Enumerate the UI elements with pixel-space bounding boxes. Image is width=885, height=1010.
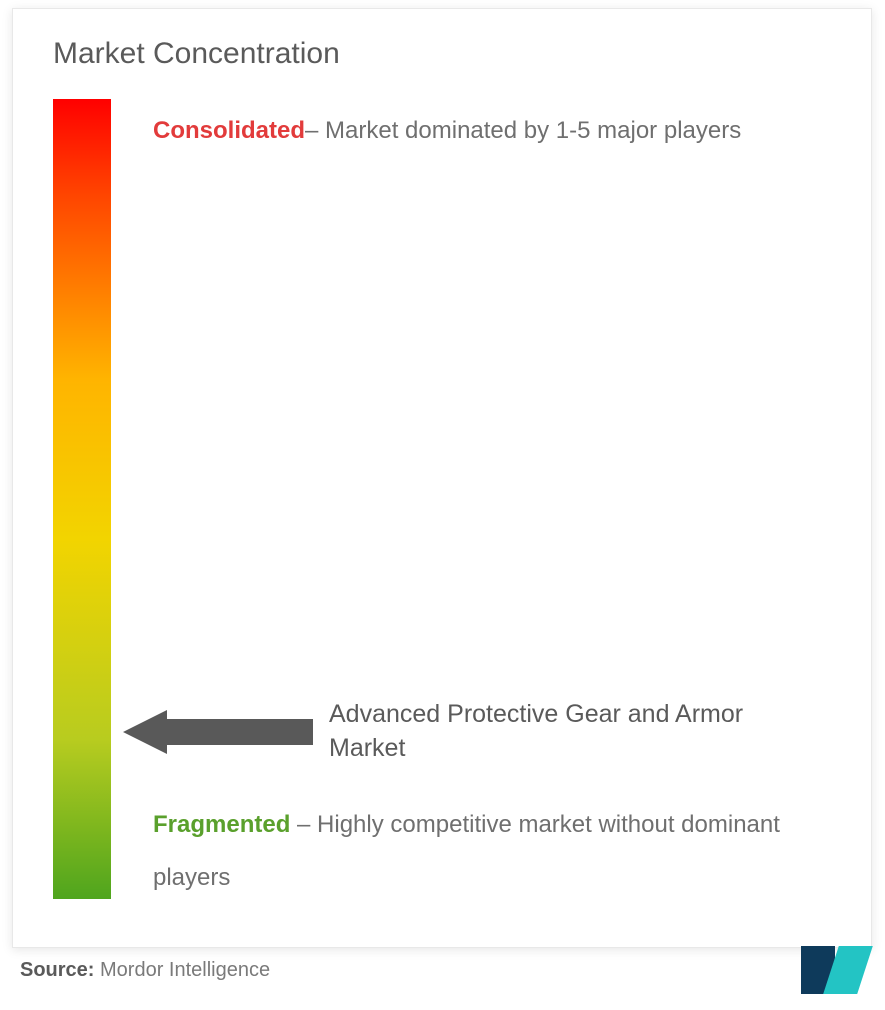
gradient-svg [53, 99, 111, 899]
consolidated-keyword: Consolidated [153, 117, 305, 144]
mi-logo [801, 946, 865, 994]
chart-content: Consolidated– Market dominated by 1-5 ma… [53, 99, 831, 919]
source-value: Mordor Intelligence [94, 959, 270, 981]
arrow-left-icon [123, 707, 313, 757]
market-position-marker: Advanced Protective Gear and Armor Marke… [123, 698, 749, 766]
consolidated-desc: – Market dominated by 1-5 major players [305, 117, 741, 144]
infographic-card: Market Concentration Consolidated– Marke… [12, 8, 872, 948]
concentration-gradient-bar [53, 99, 111, 899]
arrow-shape [123, 710, 313, 754]
source-line: Source: Mordor Intelligence [20, 959, 270, 982]
consolidated-label: Consolidated– Market dominated by 1-5 ma… [153, 105, 811, 158]
market-name-label: Advanced Protective Gear and Armor Marke… [329, 698, 749, 766]
fragmented-label: Fragmented – Highly competitive market w… [153, 799, 811, 905]
footer: Source: Mordor Intelligence [20, 946, 865, 994]
source-label: Source: [20, 959, 94, 981]
fragmented-keyword: Fragmented [153, 811, 290, 838]
chart-title: Market Concentration [53, 37, 831, 71]
